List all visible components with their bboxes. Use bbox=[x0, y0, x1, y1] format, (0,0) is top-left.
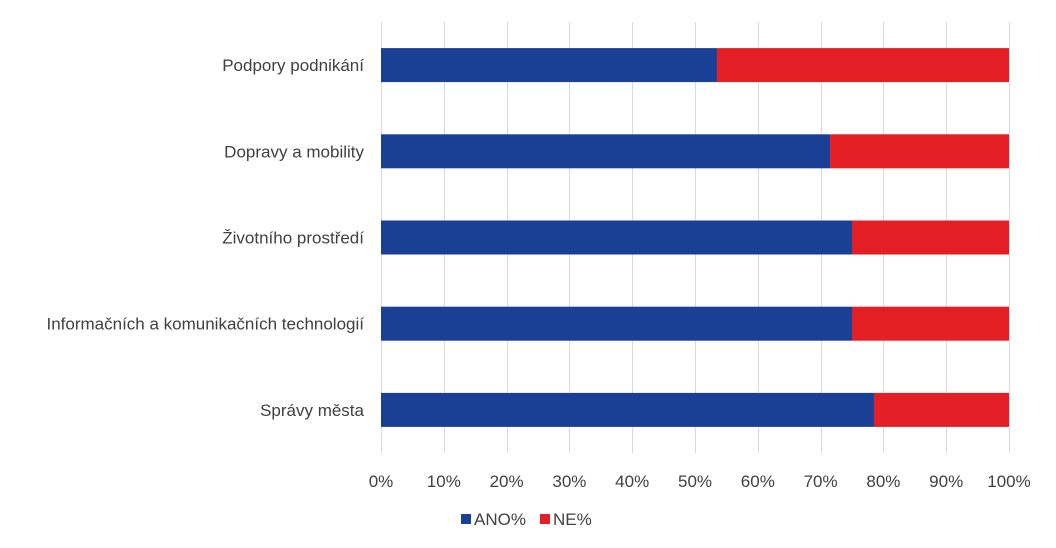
bar-ano-3 bbox=[381, 306, 852, 341]
bar-ano-2 bbox=[381, 220, 852, 255]
category-label-4: Správy města bbox=[260, 401, 364, 420]
category-label-2: Životního prostředí bbox=[222, 229, 364, 248]
category-label-1: Dopravy a mobility bbox=[224, 142, 364, 161]
category-label-0: Podpory podnikání bbox=[222, 56, 364, 75]
x-tick-label-9: 90% bbox=[929, 472, 963, 491]
bar-ne-4 bbox=[873, 392, 1009, 427]
bar-ne-3 bbox=[852, 306, 1009, 341]
x-tick-label-6: 60% bbox=[741, 472, 775, 491]
category-labels: Podpory podnikání Dopravy a mobility Život… bbox=[46, 56, 364, 420]
bar-ne-2 bbox=[852, 220, 1009, 255]
x-tick-label-8: 80% bbox=[866, 472, 900, 491]
legend-label-0: ANO% bbox=[474, 510, 526, 529]
legend-swatch-0 bbox=[461, 514, 471, 524]
legend-swatch-1 bbox=[539, 514, 550, 524]
legend: ANO% NE% bbox=[461, 510, 592, 529]
bar-ano-0 bbox=[381, 48, 717, 83]
bars bbox=[381, 48, 1009, 427]
x-axis-ticks: 0% 10% 20% 30% 40% 50% 60% 70% 80% 90% 100% bbox=[369, 472, 1031, 491]
x-tick-label-0: 0% bbox=[369, 472, 394, 491]
x-tick-label-1: 10% bbox=[427, 472, 461, 491]
x-tick-label-5: 50% bbox=[678, 472, 712, 491]
x-tick-label-3: 30% bbox=[552, 472, 586, 491]
legend-label-1: NE% bbox=[553, 510, 592, 529]
x-tick-label-10: 100% bbox=[987, 472, 1030, 491]
x-tick-label-4: 40% bbox=[615, 472, 649, 491]
bar-ne-0 bbox=[716, 48, 1009, 83]
x-tick-label-2: 20% bbox=[490, 472, 524, 491]
bar-ano-1 bbox=[381, 134, 831, 169]
x-tick-label-7: 70% bbox=[804, 472, 838, 491]
bar-ano-4 bbox=[381, 392, 874, 427]
category-label-3: Informačních a komunikačních technologií bbox=[46, 315, 364, 334]
bar-ne-1 bbox=[830, 134, 1009, 169]
